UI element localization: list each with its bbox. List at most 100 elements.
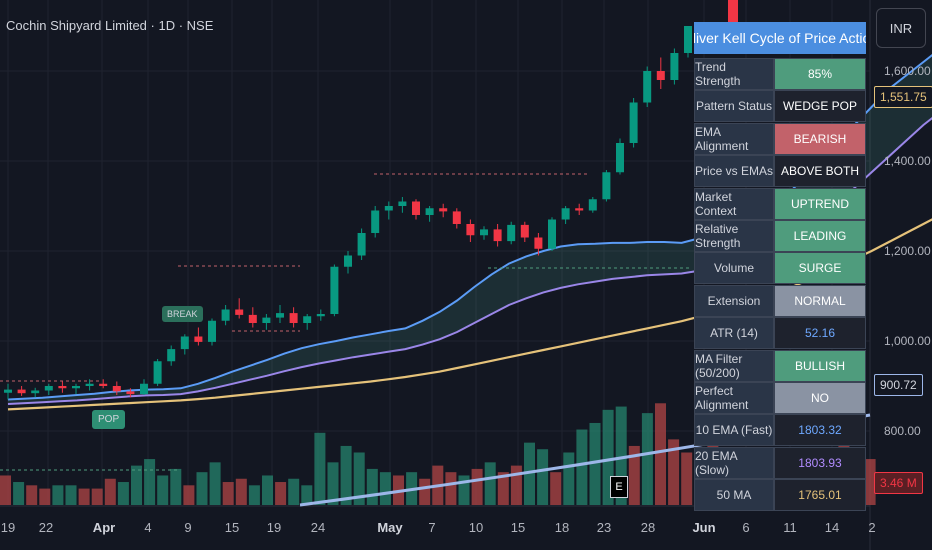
panel-row-key: MA Filter (50/200) xyxy=(694,350,774,382)
time-axis-label: 14 xyxy=(825,520,839,535)
candle-body xyxy=(249,315,257,323)
volume-bar xyxy=(157,475,168,505)
volume-bar xyxy=(52,485,63,505)
panel-row: EMA Alignment BEARISH xyxy=(694,123,866,155)
candle-body xyxy=(194,337,202,342)
time-axis-label: 2 xyxy=(868,520,875,535)
volume-bar xyxy=(170,469,181,505)
candle-body xyxy=(494,229,502,241)
volume-bar xyxy=(681,453,692,506)
candle-body xyxy=(222,310,230,321)
time-axis-label: 15 xyxy=(511,520,525,535)
candle-body xyxy=(589,199,597,210)
volume-bar xyxy=(223,482,234,505)
panel-row-key: 50 MA xyxy=(694,479,774,511)
candle-body xyxy=(480,229,488,235)
candle-body xyxy=(140,384,148,394)
volume-bar xyxy=(485,462,496,505)
volume-bar xyxy=(275,482,286,505)
time-axis-label: 4 xyxy=(144,520,151,535)
panel-row-value: 85% xyxy=(774,58,866,90)
panel-row-value: 52.16 xyxy=(774,317,866,349)
candle-body xyxy=(58,386,66,388)
candle-body xyxy=(4,390,12,393)
time-axis-label: 22 xyxy=(39,520,53,535)
volume-bar xyxy=(511,466,522,505)
panel-row-key: Extension xyxy=(694,285,774,317)
currency-button[interactable]: INR xyxy=(876,8,926,48)
candle-body xyxy=(181,337,189,350)
candle-body xyxy=(72,386,80,388)
panel-row-key: 10 EMA (Fast) xyxy=(694,414,774,446)
volume-bar xyxy=(249,485,260,505)
candle-body xyxy=(303,316,311,323)
panel-row-key: 20 EMA (Slow) xyxy=(694,447,774,479)
panel-row-key: Pattern Status xyxy=(694,90,774,122)
volume-bar xyxy=(183,485,194,505)
candle-body xyxy=(154,361,162,384)
volume-bar xyxy=(288,479,299,505)
chart-title: Cochin Shipyard Limited · 1D · NSE xyxy=(6,18,213,33)
panel-row-value: 1765.01 xyxy=(774,479,866,511)
panel-row-value: ABOVE BOTH xyxy=(774,155,866,187)
last-price-tag: 1,551.75 xyxy=(874,86,932,108)
break-marker: BREAK xyxy=(162,306,203,322)
candle-body xyxy=(262,318,270,323)
time-axis-label: Apr xyxy=(93,520,115,535)
candle-body xyxy=(521,225,529,238)
volume-bar xyxy=(642,413,653,505)
panel-row: Perfect Alignment NO xyxy=(694,382,866,414)
panel-row-key: Price vs EMAs xyxy=(694,155,774,187)
time-axis-label: 10 xyxy=(469,520,483,535)
volume-bar xyxy=(131,466,142,505)
volume-bar xyxy=(0,475,11,505)
volume-bar xyxy=(472,469,483,505)
volume-bar xyxy=(655,403,666,505)
panel-row-value: BEARISH xyxy=(774,123,866,155)
panel-row-value: 1803.93 xyxy=(774,447,866,479)
candle-body xyxy=(453,211,461,224)
panel-row-key: Market Context xyxy=(694,188,774,220)
panel-title: Oliver Kell Cycle of Price Action xyxy=(694,22,866,54)
candle-body xyxy=(385,206,393,211)
candle-body xyxy=(99,384,107,386)
panel-row-value: LEADING xyxy=(774,220,866,252)
time-axis-label: Jun xyxy=(692,520,715,535)
candle-body xyxy=(616,143,624,172)
candle-body xyxy=(426,208,434,215)
candle-body xyxy=(167,349,175,361)
time-axis-label: 7 xyxy=(428,520,435,535)
panel-row: ATR (14) 52.16 xyxy=(694,317,866,349)
panel-row-value: WEDGE POP xyxy=(774,90,866,122)
candle-body xyxy=(344,256,352,267)
panel-row-value: NORMAL xyxy=(774,285,866,317)
panel-row-value: 1803.32 xyxy=(774,414,866,446)
panel-row-key: Volume xyxy=(694,252,774,284)
panel-row-key: ATR (14) xyxy=(694,317,774,349)
time-axis-label: 23 xyxy=(597,520,611,535)
earnings-marker[interactable]: E xyxy=(610,476,628,498)
volume-bar xyxy=(550,472,561,505)
candle-body xyxy=(466,224,474,235)
volume-bar xyxy=(301,485,312,505)
price-axis-label: 1,400.00 xyxy=(884,154,931,168)
panel-row: Extension NORMAL xyxy=(694,285,866,317)
volume-bar xyxy=(236,479,247,505)
volume-bar xyxy=(13,482,24,505)
volume-bar xyxy=(576,430,587,505)
time-axis-label: 6 xyxy=(742,520,749,535)
candle-body xyxy=(534,238,542,249)
candle-body xyxy=(630,103,638,144)
volume-bar xyxy=(314,433,325,505)
volume-bar xyxy=(92,489,103,505)
candle-body xyxy=(290,313,298,323)
candle-body xyxy=(330,267,338,314)
time-axis-label: May xyxy=(377,520,402,535)
volume-bar xyxy=(39,489,50,505)
panel-row-value: UPTREND xyxy=(774,188,866,220)
candle-body xyxy=(235,310,243,315)
panel-row: 20 EMA (Slow) 1803.93 xyxy=(694,447,866,479)
panel-row-key: Trend Strength xyxy=(694,58,774,90)
panel-row-value: NO xyxy=(774,382,866,414)
candle-body xyxy=(31,391,39,394)
